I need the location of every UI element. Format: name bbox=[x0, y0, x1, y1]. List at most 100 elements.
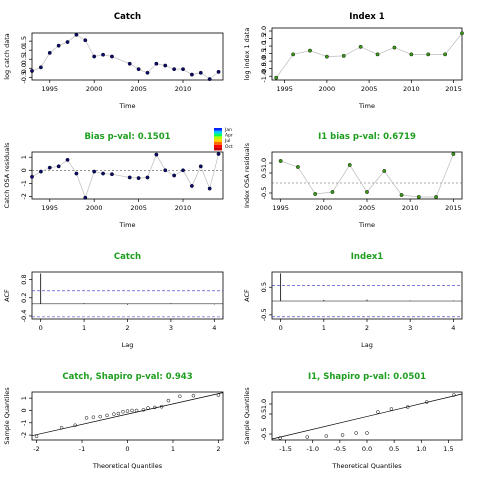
qq-point bbox=[73, 423, 77, 427]
legend-label: Jul bbox=[224, 138, 230, 144]
y-tick-label: 0.5 bbox=[260, 282, 268, 292]
y-tick-label: -0.5 bbox=[260, 62, 268, 75]
x-tick-label: 1995 bbox=[272, 204, 289, 212]
data-point bbox=[308, 48, 312, 53]
data-point bbox=[74, 32, 79, 37]
data-point bbox=[30, 174, 34, 179]
data-point bbox=[136, 67, 141, 72]
qq-point bbox=[59, 425, 64, 430]
x-tick-label: 1.0 bbox=[416, 445, 426, 453]
data-point bbox=[274, 75, 279, 80]
data-point bbox=[163, 63, 168, 68]
x-tick-label: 1995 bbox=[41, 85, 58, 93]
data-point bbox=[83, 195, 88, 200]
qq-point bbox=[134, 408, 139, 413]
x-tick-label: 2 bbox=[216, 445, 220, 453]
series-line bbox=[275, 33, 463, 78]
x-axis-label: Time bbox=[119, 221, 136, 229]
x-tick-label: 1995 bbox=[276, 85, 293, 93]
y-tick-label: 0.0 bbox=[260, 56, 268, 66]
x-tick-label: -2 bbox=[33, 445, 39, 453]
data-point bbox=[163, 168, 168, 173]
y-tick-label: 1.0 bbox=[20, 45, 28, 55]
y-tick-label: 1.0 bbox=[260, 41, 268, 51]
data-point bbox=[181, 168, 185, 173]
qq-point bbox=[146, 406, 150, 410]
catch-residuals-panel: Bias p-val: 0.1501 1995 2000 2005 2010 -2 -1 0 1… bbox=[3, 132, 224, 229]
x-tick-label: -1.5 bbox=[279, 445, 292, 453]
data-point bbox=[145, 175, 150, 180]
data-point bbox=[65, 40, 70, 44]
qq-point bbox=[141, 408, 146, 412]
x-tick-label: 2010 bbox=[175, 204, 192, 212]
x-tick-label: 1 bbox=[82, 324, 86, 332]
data-point bbox=[443, 52, 448, 57]
x-tick-label: 2 bbox=[365, 324, 369, 332]
data-point bbox=[392, 45, 397, 50]
data-point bbox=[426, 52, 431, 57]
data-point bbox=[110, 54, 114, 59]
data-point bbox=[172, 173, 177, 178]
y-tick-label: 0.5 bbox=[20, 54, 28, 64]
data-point bbox=[47, 165, 52, 170]
data-point bbox=[460, 31, 464, 36]
qq-point bbox=[216, 393, 221, 397]
chart-title: Index1 bbox=[351, 252, 384, 262]
x-tick-label: 0.5 bbox=[389, 445, 399, 453]
y-axis-label: Sample Quantiles bbox=[3, 387, 11, 445]
data-point bbox=[451, 152, 456, 156]
data-point bbox=[382, 169, 387, 173]
x-axis-label: Time bbox=[119, 102, 136, 110]
data-point bbox=[291, 52, 296, 57]
chart-title: I1, Shapiro p-val: 0.0501 bbox=[308, 372, 426, 382]
x-tick-label: 1 bbox=[322, 324, 326, 332]
legend-color-swatch bbox=[214, 142, 222, 145]
y-tick-label: -0.5 bbox=[260, 309, 268, 322]
qq-point bbox=[405, 405, 410, 409]
qq-point bbox=[452, 393, 456, 397]
chart-title: Catch, Shapiro p-val: 0.943 bbox=[62, 372, 192, 382]
x-tick-label: 2010 bbox=[403, 85, 420, 93]
data-point bbox=[181, 67, 185, 72]
data-point bbox=[347, 163, 352, 167]
y-tick-label: 1 bbox=[20, 155, 28, 159]
x-tick-label: 1.5 bbox=[443, 445, 453, 453]
y-tick-label: 0.5 bbox=[260, 48, 268, 58]
x-tick-label: 3 bbox=[169, 324, 173, 332]
data-point bbox=[365, 190, 369, 194]
catch-acf-panel: Catch 0 1 2 3 4 -0.4 0.2 0.8 Lag ACF bbox=[3, 252, 224, 349]
x-tick-label: 4 bbox=[212, 324, 216, 332]
data-point bbox=[358, 44, 363, 49]
x-tick-label: 0.0 bbox=[362, 445, 372, 453]
chart-title: Catch bbox=[114, 252, 141, 262]
data-point bbox=[416, 195, 421, 199]
data-point bbox=[92, 169, 97, 174]
y-tick-label: 0.8 bbox=[20, 274, 28, 284]
qq-point bbox=[389, 407, 394, 411]
qq-point bbox=[191, 393, 196, 398]
y-tick-label: -0.4 bbox=[20, 310, 28, 323]
y-axis-label: Sample Quantiles bbox=[243, 387, 251, 445]
legend-color-swatch bbox=[214, 133, 222, 137]
series-line bbox=[31, 153, 219, 199]
legend-label: Jan bbox=[224, 127, 232, 133]
x-tick-label: 1 bbox=[171, 445, 175, 453]
y-axis-label: log catch data bbox=[3, 33, 11, 79]
qq-point bbox=[116, 411, 121, 416]
data-point bbox=[127, 61, 132, 66]
x-tick-label: -1 bbox=[79, 445, 85, 453]
qq-point bbox=[159, 405, 164, 409]
y-axis-label: Index OSA residuals bbox=[243, 142, 251, 208]
y-tick-label: 0.5 bbox=[260, 409, 268, 419]
y-tick-label: 0.0 bbox=[20, 63, 28, 73]
y-axis-label: log index 1 data bbox=[243, 28, 251, 81]
legend-color-swatch bbox=[214, 139, 222, 142]
qq-point bbox=[354, 431, 358, 435]
plot-frame bbox=[31, 32, 224, 81]
data-point bbox=[136, 176, 141, 181]
qq-reference-line bbox=[31, 392, 224, 437]
data-point bbox=[278, 159, 283, 163]
y-tick-label: -0.5 bbox=[20, 71, 28, 84]
data-point bbox=[207, 186, 212, 191]
legend-color-swatch bbox=[214, 144, 222, 148]
